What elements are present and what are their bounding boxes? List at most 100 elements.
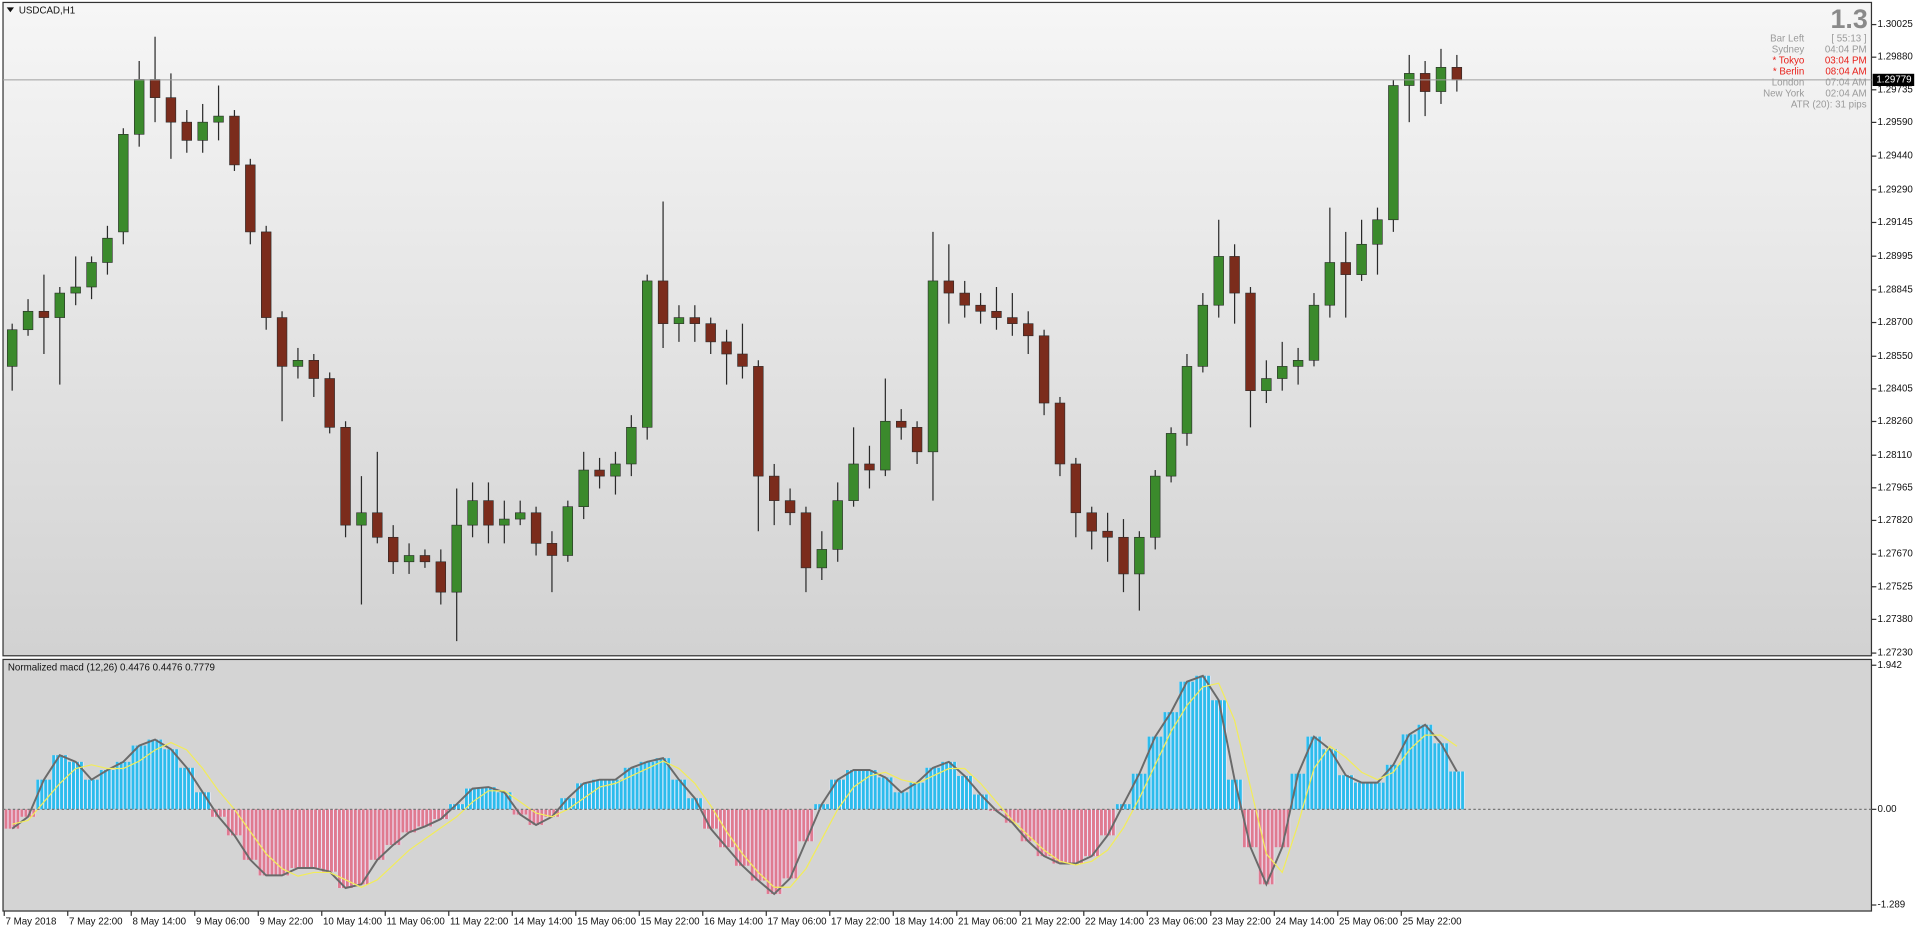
candle-body [832,500,843,550]
histogram-bar [782,809,799,879]
x-tick-label: 14 May 14:00 [513,917,573,928]
candle-body [419,555,431,563]
candle-body [594,469,605,477]
histogram-bar [512,809,529,815]
info-value: 04:04 PM [1825,45,1867,56]
histogram-bar [1067,809,1084,864]
candle-body [1023,323,1034,337]
candle-body [705,323,716,343]
candle-body [165,97,177,123]
candle-body [260,231,272,318]
histogram-bar [1290,773,1307,810]
candle-body [959,292,970,306]
x-tick-label: 15 May 22:00 [640,917,700,928]
histogram-bar [83,779,100,810]
histogram-bar [766,809,783,894]
candle-body [340,427,351,526]
x-tick-label: 9 May 06:00 [196,917,250,928]
current-price-label: 1.29779 [1876,74,1911,85]
candle-body [1134,536,1145,575]
histogram-bar [956,775,973,810]
histogram-bar [1083,809,1100,857]
histogram-bar [401,809,418,833]
histogram-bar [385,809,402,845]
candle-body [403,555,415,563]
candle-body [864,463,875,471]
signal-line [12,682,1458,888]
candle-body [673,317,685,324]
y-tick-label: 1.29590 [1878,117,1914,128]
info-label: * Tokyo [1772,56,1804,67]
histogram-bar [480,787,497,810]
candle-body [657,280,669,324]
candle-body [1086,512,1097,532]
x-tick-label: 7 May 2018 [5,917,56,928]
candle-body [769,475,780,501]
info-label: Sydney [1772,45,1805,56]
y-tick-label: 1.29735 [1878,84,1914,95]
symbol-menu-icon[interactable] [6,7,15,13]
x-tick-label: 16 May 14:00 [704,917,764,928]
y-tick-label: 1.29880 [1878,52,1914,63]
histogram-bar [1385,764,1402,810]
histogram-bar [258,809,275,876]
histogram-bar [861,770,878,810]
y-tick-label: 1.27820 [1878,515,1914,526]
candle-body [181,121,192,141]
symbol-title: USDCAD,H1 [19,6,75,17]
indicator-title: Normalized macd (12,26) 0.4476 0.4476 0.… [8,663,215,674]
candle-body [880,420,891,471]
candle-body [1181,366,1193,434]
candle-body [245,164,256,233]
histogram-bar [1131,773,1148,810]
candle-body [642,280,653,428]
candle-body [6,329,18,367]
candle-body [689,317,701,324]
candle-body [784,500,796,514]
x-tick-label: 23 May 06:00 [1149,917,1209,928]
histogram [4,675,1465,894]
x-tick-label: 17 May 22:00 [831,917,891,928]
x-tick-label: 8 May 14:00 [132,917,186,928]
candle-body [213,115,224,123]
histogram-bar [1147,736,1164,810]
candle-body [38,310,50,318]
candle-body [1229,256,1240,294]
info-label: London [1772,78,1805,89]
candle-body [388,536,399,563]
candle-body [1388,85,1399,221]
histogram-bar [734,809,751,866]
y-tick-label: 1.28405 [1878,383,1914,394]
candle-body [1102,530,1113,538]
candle-body [1277,366,1288,379]
candle-body [1261,378,1272,391]
histogram-bar [940,761,957,810]
candle-body [530,512,542,544]
candle-body [1292,360,1304,367]
histogram-bar [67,761,84,810]
histogram-bar [305,809,322,868]
histogram-bar [1321,749,1338,810]
candle-body [562,506,574,556]
info-value: 03:04 PM [1825,56,1867,67]
candle-body [1419,73,1431,92]
y-tick-label: 1.29440 [1878,151,1914,162]
histogram-bar [671,779,687,810]
y-tick-label: 1.29145 [1878,217,1914,228]
histogram-bar [607,779,624,810]
histogram-bar [877,777,894,810]
candle-body [515,512,526,520]
histogram-bar [448,804,465,810]
histogram-bar [1194,675,1211,810]
histogram-bar [162,749,179,810]
candle-body [276,317,288,367]
candle-body [578,469,589,508]
candle-body [197,121,208,141]
candle-body [1070,463,1082,514]
candle-body [133,79,145,135]
histogram-bar [1179,681,1195,810]
current-price-box [1872,73,1915,87]
info-value: 08:04 AM [1825,67,1866,78]
candle-body [70,286,81,294]
